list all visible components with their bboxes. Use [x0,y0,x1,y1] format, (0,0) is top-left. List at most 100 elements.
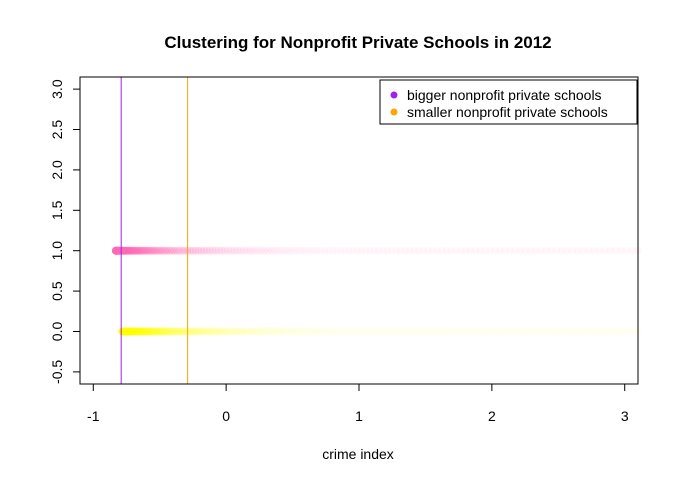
data-point [324,327,333,336]
data-point [617,327,626,336]
data-point [174,327,182,336]
data-point [366,246,374,255]
legend-marker-bigger [390,91,398,99]
data-point [232,327,241,336]
data-point [240,246,249,255]
data-point [152,327,160,336]
data-point [132,246,141,255]
data-point [332,246,341,255]
data-point [138,246,147,255]
data-point [501,246,510,255]
data-point [481,246,490,255]
data-point [171,327,180,336]
data-point [227,246,236,255]
data-point [353,246,362,255]
data-point [483,327,492,336]
y-tick-label: 2.5 [49,120,65,140]
data-point [320,327,329,336]
data-point [538,327,546,336]
data-point [178,327,187,336]
data-point [214,246,223,255]
data-point [175,246,184,255]
data-point [382,327,391,336]
data-point [349,246,358,255]
data-point [522,327,531,336]
data-point [202,246,211,255]
data-point [365,327,374,336]
data-point [205,246,214,255]
data-point [352,327,361,336]
data-point [139,327,148,336]
data-point [361,327,369,336]
data-point [165,246,174,255]
data-point [473,327,482,336]
data-point [180,246,189,255]
data-point [390,327,399,336]
data-point [574,327,583,336]
data-point [305,327,314,336]
x-tick-label: 0 [222,408,230,424]
data-point [161,246,169,255]
data-point [214,327,223,336]
data-point [129,246,138,255]
data-point [370,246,379,255]
data-point [542,246,550,255]
data-point [243,246,252,255]
data-point [606,327,615,336]
data-point [304,246,313,255]
data-point [568,246,577,255]
data-point [442,246,451,255]
data-point [154,327,162,336]
data-point [428,246,437,255]
data-point [293,246,302,255]
data-point [328,246,337,255]
y-tick-label: -0.5 [49,360,65,384]
data-point [585,327,594,336]
data-point [502,327,511,336]
data-point [134,327,143,336]
data-point [423,246,432,255]
data-point [628,327,637,336]
data-point [189,327,198,336]
data-point [340,327,349,336]
data-point [194,246,203,255]
data-point [579,327,588,336]
data-point [395,327,404,336]
data-point [276,327,284,336]
data-point [176,327,185,336]
data-point [186,327,195,336]
data-point [320,246,329,255]
data-point [324,246,333,255]
data-point [417,327,426,336]
data-point [164,327,173,336]
data-point [191,246,200,255]
data-point [264,246,273,255]
data-point [332,327,341,336]
data-point [488,327,496,336]
legend-marker-smaller [390,108,398,116]
data-point [200,246,208,255]
data-point [356,327,365,336]
data-point [374,246,383,255]
cluster-center-lines [120,77,189,384]
data-point [255,327,264,336]
data-point [459,327,468,336]
data-point [260,246,269,255]
data-point [379,246,387,255]
legend-label-bigger: bigger nonprofit private schools [407,87,602,103]
data-point [595,327,604,336]
data-point [136,327,144,336]
data-point [163,246,172,255]
data-point [478,327,487,336]
data-point [452,246,461,255]
y-tick-label: 3.0 [49,79,65,99]
data-point [128,246,137,255]
data-point [154,246,163,255]
data-point [275,246,283,255]
legend-box [379,79,638,125]
data-point [137,327,146,336]
data-point [408,327,417,336]
data-point [590,327,599,336]
data-point [217,246,226,255]
data-point [387,246,396,255]
